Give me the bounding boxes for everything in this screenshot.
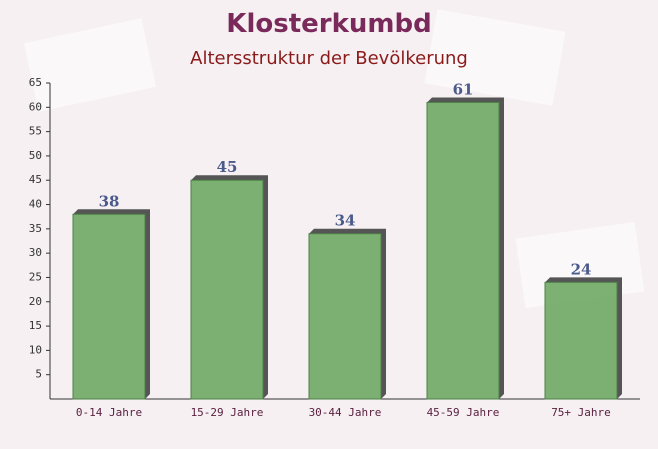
y-tick-label: 55 <box>29 125 42 138</box>
value-label: 38 <box>99 192 120 210</box>
x-tick-label: 75+ Jahre <box>551 406 611 419</box>
decoration <box>24 18 156 112</box>
chart-title: Klosterkumbd <box>226 9 431 39</box>
x-tick-label: 15-29 Jahre <box>191 406 264 419</box>
y-tick-label: 45 <box>29 173 42 186</box>
y-tick-label: 50 <box>29 149 42 162</box>
y-tick-label: 25 <box>29 270 42 283</box>
x-tick-label: 0-14 Jahre <box>76 406 142 419</box>
bar <box>190 179 264 400</box>
y-tick-label: 30 <box>29 246 42 259</box>
value-label: 45 <box>217 158 238 176</box>
y-tick-label: 60 <box>29 100 42 113</box>
bar <box>72 213 146 400</box>
y-tick-label: 15 <box>29 319 42 332</box>
y-tick-label: 10 <box>29 343 42 356</box>
x-tick-label: 30-44 Jahre <box>309 406 382 419</box>
y-tick-label: 5 <box>35 368 42 381</box>
value-label: 24 <box>571 260 592 278</box>
bar <box>308 233 382 400</box>
decoration <box>424 9 566 106</box>
y-tick-label: 65 <box>29 76 42 89</box>
bar <box>426 101 500 400</box>
y-tick-label: 40 <box>29 198 42 211</box>
x-tick-label: 45-59 Jahre <box>427 406 500 419</box>
chart-subtitle: Altersstruktur der Bevölkerung <box>190 48 468 69</box>
bar <box>544 281 618 400</box>
value-label: 34 <box>335 212 356 230</box>
y-tick-label: 35 <box>29 222 42 235</box>
value-label: 61 <box>453 80 474 98</box>
y-tick-label: 20 <box>29 295 42 308</box>
